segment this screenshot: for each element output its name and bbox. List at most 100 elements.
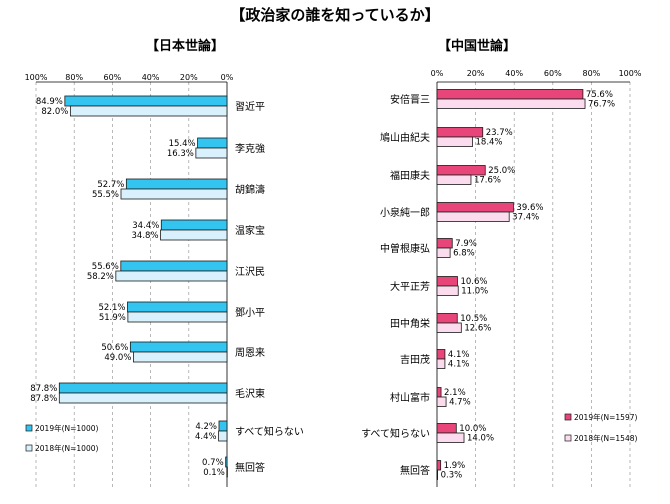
- china-legend-swatch: [564, 434, 572, 442]
- china-category-label: 無回答: [400, 464, 430, 477]
- china-bar: [436, 469, 439, 480]
- japan-bar: [197, 137, 228, 149]
- china-bar-label: 1.9%: [444, 461, 466, 471]
- japan-bar-label: 55.6%: [92, 262, 119, 272]
- china-category-label: 田中角栄: [390, 317, 430, 330]
- china-bar: [436, 89, 584, 100]
- china-bar-label: 76.7%: [588, 100, 615, 110]
- china-subtitle: 【中国世論】: [438, 38, 516, 54]
- japan-bar-label: 0.1%: [203, 468, 225, 478]
- japan-subtitle: 【日本世論】: [146, 38, 224, 54]
- japan-bar-label: 34.4%: [132, 221, 159, 231]
- japan-bar-label: 84.9%: [36, 97, 63, 107]
- japan-legend-swatch: [25, 444, 33, 452]
- china-bar-label: 4.1%: [448, 350, 470, 360]
- china-tick-label: 40%: [505, 69, 523, 78]
- china-bar-label: 6.8%: [453, 249, 475, 259]
- china-bar-label: 25.0%: [488, 166, 515, 176]
- china-tick-label: 60%: [544, 69, 562, 78]
- japan-category-label: 温家宝: [235, 224, 265, 237]
- japan-tick-label: 0%: [221, 73, 234, 82]
- china-bar-label: 75.6%: [586, 90, 613, 100]
- china-bar-label: 4.1%: [448, 360, 470, 370]
- japan-bar: [160, 229, 228, 241]
- china-bar-label: 17.6%: [474, 176, 501, 186]
- china-bar-label: 7.9%: [455, 239, 477, 249]
- china-category-label: 福田康夫: [390, 169, 430, 182]
- china-bar: [436, 127, 484, 138]
- japan-bar: [225, 456, 228, 468]
- china-tick-label: 20%: [467, 69, 485, 78]
- japan-bar-label: 51.9%: [99, 313, 126, 323]
- japan-bar: [226, 466, 228, 478]
- japan-legend-swatch: [25, 424, 33, 432]
- china-category-label: 吉田茂: [400, 353, 430, 366]
- japan-bar: [218, 430, 228, 442]
- japan-tick-label: 40%: [142, 73, 160, 82]
- japan-bar: [133, 351, 228, 363]
- japan-tick-label: 20%: [180, 73, 198, 82]
- china-category-label: すべて知らない: [361, 427, 430, 440]
- china-bar: [436, 387, 442, 398]
- china-bar: [436, 396, 447, 407]
- japan-bar-label: 58.2%: [87, 272, 114, 282]
- japan-bar-label: 49.0%: [104, 353, 131, 363]
- japan-bar: [160, 219, 228, 231]
- china-bar-label: 39.6%: [516, 203, 543, 213]
- china-bar: [436, 313, 458, 324]
- japan-bar: [64, 95, 228, 107]
- china-bar-label: 18.4%: [476, 138, 503, 148]
- china-bar: [436, 285, 459, 296]
- japan-bar: [195, 147, 228, 159]
- china-category-label: 大平正芳: [390, 280, 430, 293]
- japan-category-label: 李克強: [235, 142, 265, 155]
- japan-bar: [58, 392, 228, 404]
- japan-legend-label: 2018年(N=1000): [35, 443, 98, 453]
- china-bar: [436, 432, 465, 443]
- china-bar: [436, 247, 451, 258]
- japan-bar: [58, 382, 228, 394]
- china-bar: [436, 423, 457, 434]
- china-bar-label: 11.0%: [461, 287, 488, 297]
- china-legend-label: 2018年(N=1548): [574, 433, 637, 443]
- china-legend-swatch: [564, 413, 572, 421]
- japan-tick-label: 100%: [25, 73, 48, 82]
- japan-bar: [69, 105, 228, 117]
- japan-tick-label: 60%: [104, 73, 122, 82]
- china-tick-label: 100%: [619, 69, 642, 78]
- japan-bar-label: 50.6%: [101, 343, 128, 353]
- china-bar: [436, 174, 472, 185]
- japan-category-label: 江沢民: [235, 265, 265, 278]
- japan-bar-label: 87.8%: [30, 384, 57, 394]
- china-bar-label: 23.7%: [486, 128, 513, 138]
- japan-bar-label: 87.8%: [30, 394, 57, 404]
- china-bar-label: 10.0%: [459, 424, 486, 434]
- japan-bar: [120, 260, 228, 272]
- japan-category-label: 無回答: [235, 461, 265, 474]
- china-bar: [436, 238, 453, 249]
- chart-title: 【政治家の誰を知っているか】: [230, 6, 439, 24]
- china-bar: [436, 460, 442, 471]
- japan-bar-label: 52.1%: [98, 303, 125, 313]
- china-bar: [436, 349, 446, 360]
- japan-bar-label: 82.0%: [41, 107, 68, 117]
- china-bar-label: 12.6%: [464, 324, 491, 334]
- china-bar: [436, 322, 462, 333]
- japan-bar-label: 4.2%: [195, 422, 217, 432]
- china-legend-label: 2019年(N=1597): [574, 412, 637, 422]
- china-bar: [436, 211, 510, 222]
- china-bar-label: 10.6%: [460, 277, 487, 287]
- china-category-label: 中曽根康弘: [380, 242, 430, 255]
- japan-bar: [129, 341, 228, 353]
- japan-bar: [125, 178, 228, 190]
- japan-bar-label: 55.5%: [92, 190, 119, 200]
- japan-bar: [127, 301, 228, 313]
- japan-bar: [218, 420, 228, 432]
- japan-legend-label: 2019年(N=1000): [35, 423, 98, 433]
- china-bar: [436, 202, 514, 213]
- china-bar-label: 10.5%: [460, 314, 487, 324]
- japan-category-label: 周恩来: [235, 347, 265, 359]
- china-category-label: 村山富市: [390, 391, 430, 404]
